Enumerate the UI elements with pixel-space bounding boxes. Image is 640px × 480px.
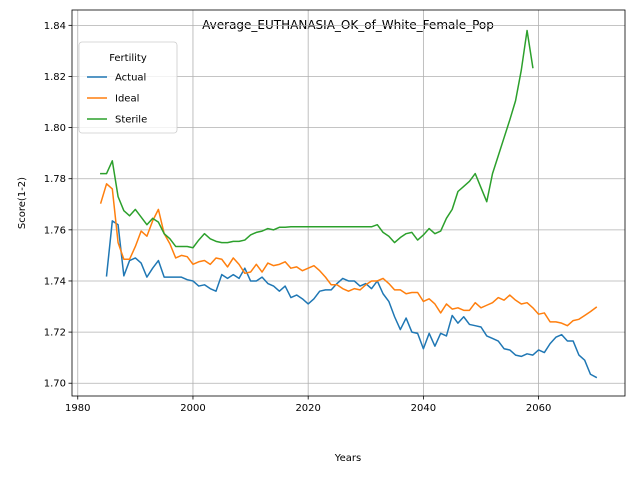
y-tick-label: 1.76 xyxy=(44,225,66,236)
x-tick-label: 2000 xyxy=(180,403,205,414)
y-axis-ticks: 1.70 1.72 1.74 1.76 1.78 1.80 1.82 1.84 xyxy=(44,21,72,390)
x-axis-ticks: 1980 2000 2020 2040 2060 xyxy=(65,396,551,414)
x-tick-label: 2020 xyxy=(295,403,320,414)
y-tick-label: 1.82 xyxy=(44,72,66,83)
x-tick-label: 2040 xyxy=(411,403,436,414)
y-tick-label: 1.72 xyxy=(44,328,66,339)
series-line-ideal xyxy=(99,183,598,327)
y-tick-label: 1.80 xyxy=(44,123,66,134)
x-tick-label: 2060 xyxy=(526,403,551,414)
y-tick-label: 1.84 xyxy=(44,21,66,32)
x-tick-label: 1980 xyxy=(65,403,90,414)
legend-box xyxy=(78,41,178,134)
series-line-sterile xyxy=(100,29,534,249)
y-axis-label: Score(1-2) xyxy=(17,177,28,229)
x-axis-label: Years xyxy=(334,453,361,464)
legend-label-actual: Actual xyxy=(115,73,146,84)
legend-title: Fertility xyxy=(109,53,147,64)
legend: Fertility Actual Ideal Sterile xyxy=(78,41,178,134)
y-tick-label: 1.74 xyxy=(44,276,66,287)
series-line-actual xyxy=(105,220,598,379)
legend-label-ideal: Ideal xyxy=(115,94,139,105)
y-tick-label: 1.78 xyxy=(44,174,66,185)
plot-frame xyxy=(71,9,626,397)
y-tick-label: 1.70 xyxy=(44,379,66,390)
legend-label-sterile: Sterile xyxy=(115,115,147,126)
legend-entries: Actual Ideal Sterile xyxy=(87,73,147,126)
grid-lines xyxy=(72,10,625,396)
series-lines xyxy=(99,29,598,379)
